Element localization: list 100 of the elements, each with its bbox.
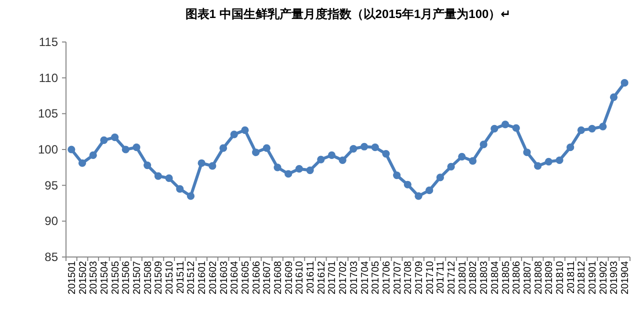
x-tick-label: 201606	[251, 260, 262, 294]
point	[274, 164, 282, 172]
point	[284, 170, 292, 178]
x-tick-label: 201607	[262, 260, 274, 294]
point	[198, 159, 206, 167]
x-tick-label: 201501	[66, 260, 78, 294]
y-tick-label: 85	[44, 250, 58, 264]
x-tick-label: 201601	[197, 260, 208, 294]
x-tick-label: 201805	[500, 260, 512, 294]
x-tick-label: 201706	[381, 260, 392, 294]
x-tick-label: 201812	[576, 260, 588, 294]
point	[382, 150, 390, 158]
point	[111, 134, 119, 142]
point	[468, 157, 477, 165]
point	[556, 156, 564, 164]
point	[78, 159, 86, 167]
x-tick-label: 201809	[544, 260, 556, 294]
point	[144, 161, 152, 170]
x-tick-label: 201505	[110, 260, 122, 294]
x-tick-label: 201504	[99, 260, 110, 294]
y-tick-label: 90	[44, 214, 58, 228]
x-tick-label: 201608	[273, 260, 284, 294]
point	[360, 142, 368, 150]
x-tick-label: 201803	[479, 260, 490, 294]
point	[122, 146, 130, 154]
point	[252, 148, 260, 156]
x-tick-label: 201512	[186, 260, 198, 294]
x-tick-label: 201801	[457, 260, 468, 294]
y-tick-label: 100	[38, 142, 58, 156]
point	[338, 156, 346, 164]
y-tick-label: 95	[44, 178, 58, 192]
x-tick-label: 201903	[609, 260, 620, 294]
point	[165, 174, 173, 182]
x-tick-label: 201810	[555, 260, 566, 294]
point	[100, 136, 108, 144]
x-tick-label: 201502	[78, 260, 89, 294]
x-tick-label: 201612	[316, 260, 328, 294]
point	[490, 124, 498, 133]
x-tick-label: 201710	[424, 260, 436, 294]
x-tick-label: 201604	[230, 260, 241, 294]
point	[262, 144, 270, 152]
point	[317, 156, 325, 164]
point	[350, 144, 358, 153]
x-tick-label: 201707	[392, 260, 404, 294]
y-tick-label: 105	[38, 106, 58, 121]
x-tick-label: 201602	[208, 260, 219, 294]
x-tick-label: 201503	[88, 260, 100, 294]
x-tick-label: 201510	[164, 260, 176, 294]
point	[371, 144, 379, 152]
x-tick-label: 201802	[468, 260, 480, 294]
x-tick-label: 201704	[360, 260, 371, 294]
x-tick-label: 201508	[142, 260, 154, 294]
chart-title: 图表1 中国生鲜乳产量月度指数（以2015年1月产量为100）↵	[185, 7, 511, 21]
x-tick-label: 201507	[132, 260, 143, 294]
x-tick-label: 201811	[566, 260, 577, 294]
point	[501, 120, 510, 128]
x-tick-label: 201705	[370, 260, 382, 294]
x-tick-label: 201703	[348, 260, 360, 294]
point	[414, 192, 422, 200]
x-tick-label: 201804	[490, 260, 501, 294]
x-tick-label: 201808	[533, 260, 544, 294]
x-tick-label: 201509	[154, 260, 165, 294]
x-tick-label: 201610	[294, 260, 306, 294]
point	[328, 151, 336, 160]
point	[241, 126, 249, 134]
x-tick-label: 201904	[620, 260, 632, 294]
x-tick-label: 201605	[240, 260, 252, 294]
x-tick-label: 201902	[598, 260, 610, 294]
point	[176, 185, 184, 193]
point	[68, 146, 76, 154]
point	[620, 79, 628, 87]
point	[512, 124, 520, 132]
x-tick-label: 201901	[588, 260, 599, 294]
point	[534, 162, 542, 170]
x-tick-label: 201511	[175, 260, 186, 294]
point	[219, 144, 228, 152]
x-tick-label: 201709	[414, 260, 425, 294]
point	[132, 144, 140, 152]
x-tick-label: 201708	[403, 260, 414, 294]
point	[154, 172, 162, 180]
point	[610, 93, 618, 101]
x-tick-label: 201609	[284, 260, 295, 294]
point	[599, 122, 607, 130]
x-tick-label: 201711	[436, 260, 447, 294]
x-tick-label: 201611	[306, 260, 317, 294]
x-tick-label: 201806	[512, 260, 523, 294]
x-tick-label: 201712	[446, 260, 458, 294]
point	[523, 148, 531, 156]
point	[447, 162, 455, 170]
point	[208, 162, 216, 170]
point	[544, 158, 552, 166]
x-tick-label: 201603	[218, 260, 230, 294]
point	[89, 151, 97, 160]
x-tick-label: 201506	[121, 260, 132, 294]
point	[480, 140, 488, 148]
point	[458, 152, 466, 160]
x-tick-label: 201807	[522, 260, 534, 294]
y-tick-label: 115	[38, 35, 58, 49]
point	[186, 192, 195, 200]
point	[393, 172, 401, 180]
